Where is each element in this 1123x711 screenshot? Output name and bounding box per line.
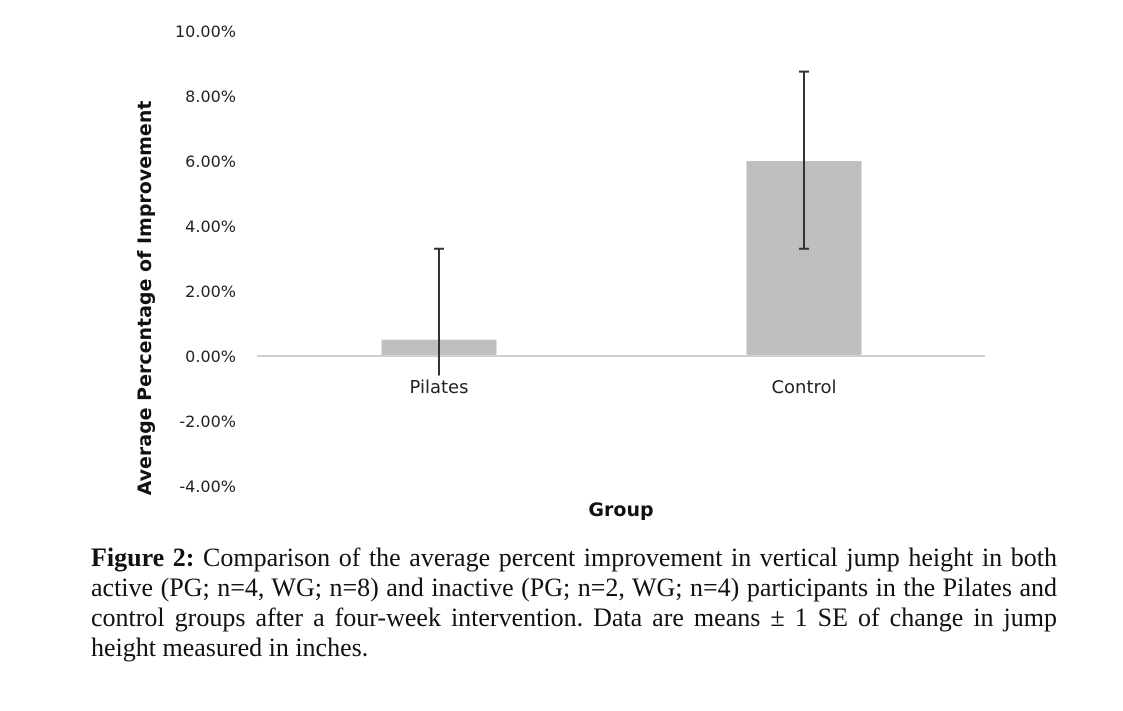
y-axis-label: Average Percentage of Improvement bbox=[134, 101, 156, 496]
caption-text: Comparison of the average percent improv… bbox=[91, 543, 1057, 662]
y-tick-label: 2.00% bbox=[185, 282, 236, 301]
caption-label: Figure 2: bbox=[91, 543, 195, 572]
y-tick-label: 10.00% bbox=[175, 22, 236, 41]
y-tick-label: -2.00% bbox=[179, 412, 236, 431]
y-tick-label: -4.00% bbox=[179, 477, 236, 496]
x-axis-label: Group bbox=[588, 499, 653, 521]
y-tick-label: 6.00% bbox=[185, 152, 236, 171]
x-tick-label: Pilates bbox=[409, 377, 468, 398]
y-tick-label: 8.00% bbox=[185, 87, 236, 106]
bar-chart: 10.00% 8.00% 6.00% 4.00% 2.00% 0.00% -2.00% -4.… bbox=[134, 22, 985, 521]
figure-caption: Figure 2: Comparison of the average perc… bbox=[91, 543, 1057, 663]
y-tick-label: 4.00% bbox=[185, 217, 236, 236]
x-tick-label: Control bbox=[771, 377, 836, 398]
y-tick-label: 0.00% bbox=[185, 347, 236, 366]
